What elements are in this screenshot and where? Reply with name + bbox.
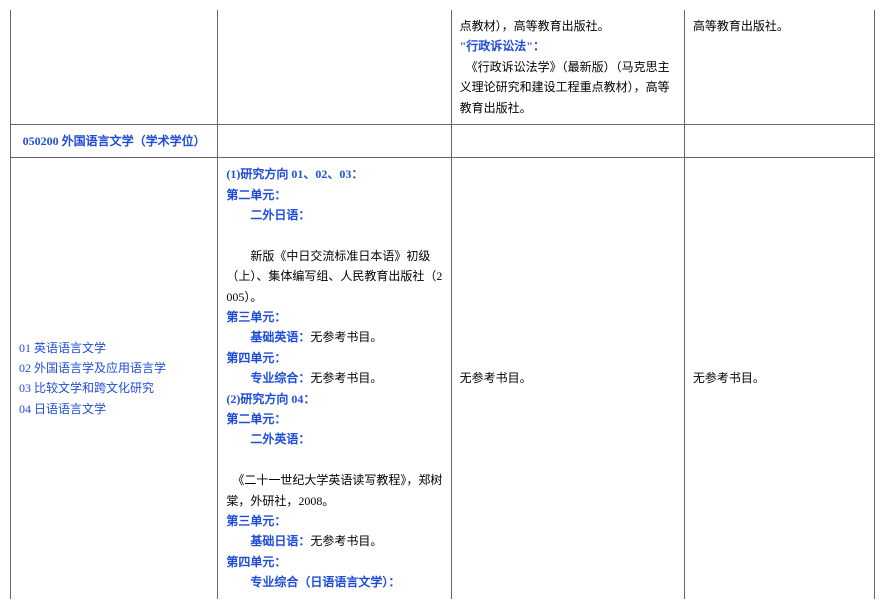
text-line: 高等教育出版社。: [693, 19, 789, 33]
text-line: "行政诉讼法"：: [460, 39, 545, 53]
text-line: 第三单元：: [226, 514, 286, 528]
text-line: (1)研究方向 01、02、03：: [226, 167, 363, 181]
cell-empty: [451, 124, 684, 157]
cell-col3-top: 点教材），高等教育出版社。 "行政诉讼法"： 《行政诉讼法学》（最新版）（马克思…: [451, 10, 684, 124]
text-line: 第二单元：: [226, 412, 286, 426]
reference-table: 点教材），高等教育出版社。 "行政诉讼法"： 《行政诉讼法学》（最新版）（马克思…: [10, 10, 875, 599]
cell-empty: [218, 10, 451, 124]
text-prefix: 专业综合：: [250, 371, 310, 385]
text-prefix: 基础日语：: [250, 534, 310, 548]
cell-empty: [218, 124, 451, 157]
text-line: 《二十一世纪大学英语读写教程》，郑树棠，外研社，2008。: [226, 473, 442, 507]
cell-directions: 01 英语语言文学 02 外国语言学及应用语言学 03 比较文学和跨文化研究 0…: [11, 158, 218, 599]
cell-col4-body: 无参考书目。: [684, 158, 874, 599]
text-line: 《行政诉讼法学》（最新版）（马克思主义理论研究和建设工程重点教材），高等教育出版…: [460, 60, 670, 115]
text-line: 无参考书目。: [693, 371, 765, 385]
text-line: 二外日语：: [226, 205, 442, 225]
text-line: 03 比较文学和跨文化研究: [19, 381, 154, 395]
text-line: 01 英语语言文学: [19, 341, 106, 355]
cell-empty: [11, 10, 218, 124]
text-prefix: 基础英语：: [250, 330, 310, 344]
table-row: 050200 外国语言文学（学术学位）: [11, 124, 875, 157]
text-line: 第四单元：: [226, 555, 286, 569]
text-line: 新版《中日交流标准日本语》初级（上）、集体编写组、人民教育出版社（2005）。: [226, 249, 442, 304]
cell-discipline-header: 050200 外国语言文学（学术学位）: [11, 124, 218, 157]
table-row: 01 英语语言文学 02 外国语言学及应用语言学 03 比较文学和跨文化研究 0…: [11, 158, 875, 599]
text-line: 第二单元：: [226, 188, 286, 202]
text-line: 第三单元：: [226, 310, 286, 324]
text-line: 点教材），高等教育出版社。: [460, 19, 610, 33]
text-line: 02 外国语言学及应用语言学: [19, 361, 166, 375]
table-row: 点教材），高等教育出版社。 "行政诉讼法"： 《行政诉讼法学》（最新版）（马克思…: [11, 10, 875, 124]
text-line: 第四单元：: [226, 351, 286, 365]
text-suffix: 无参考书目。: [310, 330, 382, 344]
text-suffix: 无参考书目。: [310, 371, 382, 385]
cell-col3-body: 无参考书目。: [451, 158, 684, 599]
text-suffix: 无参考书目。: [310, 534, 382, 548]
text-line: 04 日语语言文学: [19, 402, 106, 416]
text-line: 二外英语：: [226, 429, 442, 449]
cell-exam-units: (1)研究方向 01、02、03： 第二单元： 二外日语： 新版《中日交流标准日…: [218, 158, 451, 599]
cell-empty: [684, 124, 874, 157]
text-line: (2)研究方向 04：: [226, 392, 315, 406]
text-line: 无参考书目。: [460, 371, 532, 385]
text-line: 专业综合（日语语言文学）：: [226, 572, 442, 592]
cell-col4-top: 高等教育出版社。: [684, 10, 874, 124]
